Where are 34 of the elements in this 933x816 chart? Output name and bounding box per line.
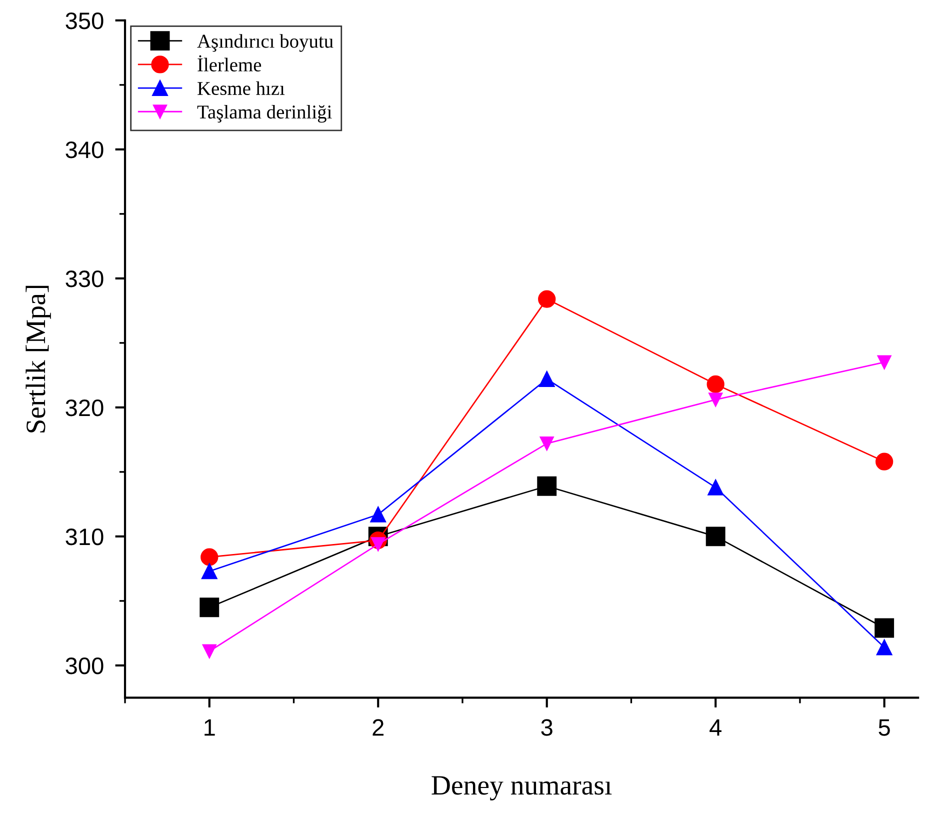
x-tick-label: 1 (204, 719, 215, 736)
point (538, 371, 555, 387)
point (200, 598, 220, 618)
y-tick-label: 340 (66, 141, 104, 158)
x-tick-label: 4 (710, 719, 722, 736)
point (706, 375, 724, 394)
point (200, 548, 218, 566)
legend-label: İlerleme (198, 55, 262, 72)
point (876, 639, 892, 656)
point (874, 618, 894, 638)
point (202, 644, 216, 658)
point (706, 526, 726, 546)
x-tick-label: 5 (878, 719, 890, 736)
y-tick-label: 350 (66, 12, 104, 30)
point (708, 392, 723, 407)
x-tick-label: 3 (541, 719, 552, 736)
y-tick-label: 330 (66, 270, 104, 288)
legend-label: Kesme hızı (198, 81, 285, 96)
x-axis-title: Deney numarası (432, 776, 612, 800)
point (537, 476, 557, 496)
point (538, 290, 556, 308)
x-tick-label: 2 (372, 719, 384, 736)
y-tick-label: 300 (66, 657, 104, 674)
point (708, 479, 724, 496)
y-tick-label: 310 (66, 528, 104, 546)
point (877, 355, 892, 370)
point (370, 506, 386, 522)
point (876, 452, 894, 470)
point (201, 563, 218, 580)
legend-label: Aşındırıcı boyutu (197, 34, 334, 52)
y-tick-label: 320 (66, 399, 104, 416)
y-axis-title: Sertlik [Mpa] (26, 286, 51, 432)
point (540, 436, 554, 451)
legend-label: Taşlama derinliği (197, 104, 332, 123)
